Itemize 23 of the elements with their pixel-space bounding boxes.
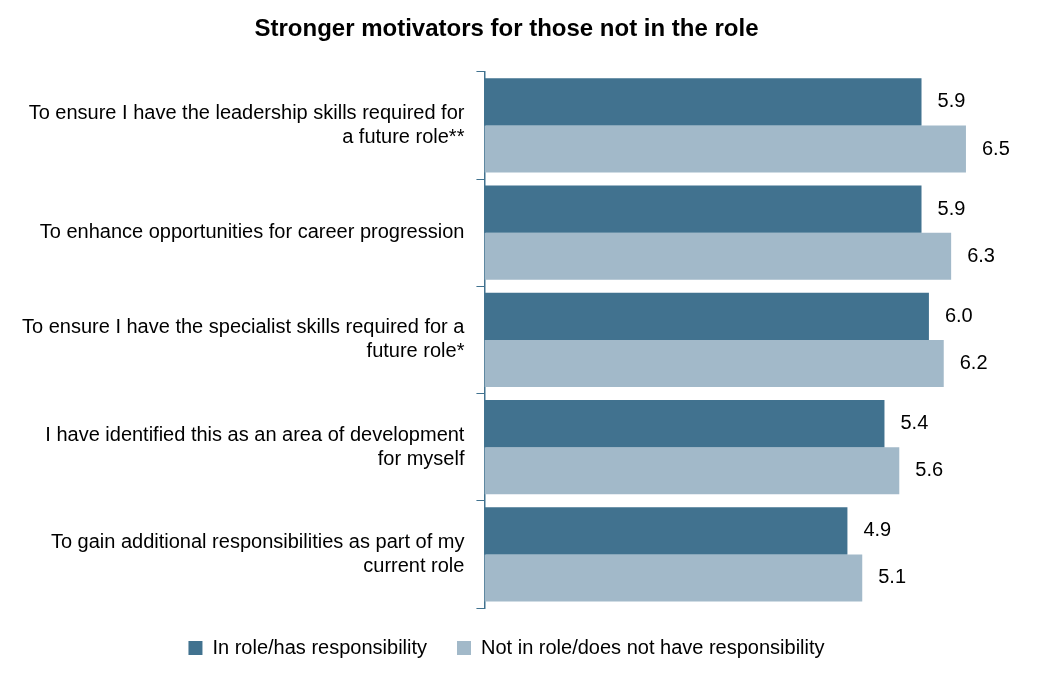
data-label: 5.6	[915, 458, 944, 481]
bar	[484, 554, 863, 602]
data-label: 5.1	[878, 565, 907, 588]
data-label: 5.9	[937, 196, 966, 219]
y-tick-label: To ensure I have the leadership skills required for a future role**	[28, 100, 465, 147]
data-label: 5.4	[900, 411, 929, 434]
data-label: 5.9	[937, 89, 966, 112]
y-tick-label: To ensure I have the specialist skills required for a future role*	[21, 315, 466, 362]
legend-label: In role/has responsibility	[212, 635, 428, 658]
bar	[484, 125, 966, 173]
data-label: 4.9	[863, 518, 892, 541]
data-label: 6.2	[959, 351, 988, 374]
y-tick-label: I have identified this as an area of development for myself	[45, 422, 465, 469]
data-label: 6.5	[981, 136, 1010, 159]
data-label: 6.0	[944, 303, 973, 326]
y-tick-label: To enhance opportunities for career progression	[39, 220, 465, 243]
y-tick-label: To gain additional responsibilities as part of my current role	[50, 529, 465, 576]
legend-label: Not in role/does not have responsibility	[481, 635, 825, 658]
bar	[484, 232, 952, 280]
bar	[484, 339, 944, 388]
data-label: 6.3	[967, 243, 995, 266]
bar	[484, 447, 900, 495]
chart-title: Stronger motivators for those not in the role	[254, 14, 759, 42]
